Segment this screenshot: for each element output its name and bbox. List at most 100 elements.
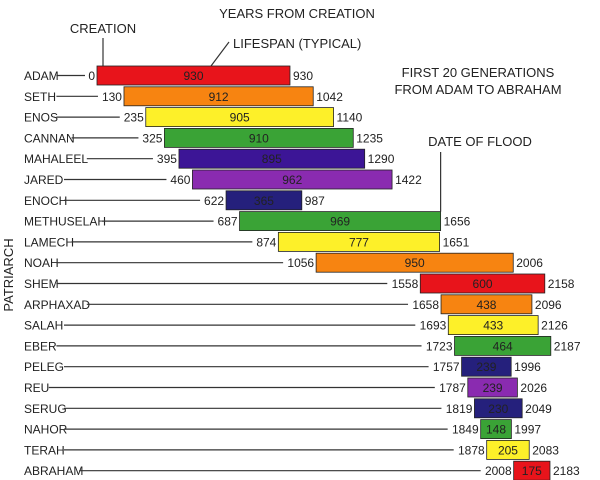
patriarch-label-jared: JARED xyxy=(24,173,64,187)
creation-label: CREATION xyxy=(70,21,136,36)
start-year-shem: 1558 xyxy=(392,277,419,291)
end-year-jared: 1422 xyxy=(395,173,422,187)
start-year-adam: 0 xyxy=(88,69,95,83)
bar-enos xyxy=(145,107,334,127)
bar-reu xyxy=(467,377,518,398)
end-year-shem: 2158 xyxy=(548,277,575,291)
bar-adam xyxy=(96,65,291,86)
end-year-reu: 2026 xyxy=(520,381,547,395)
lifespan-value-cannan: 910 xyxy=(249,131,269,145)
start-year-eber: 1723 xyxy=(426,339,453,353)
lifespan-value-nahor: 148 xyxy=(486,423,506,437)
end-year-arphaxad: 2096 xyxy=(535,298,562,312)
start-year-methuselah: 687 xyxy=(218,215,238,229)
bar-enoch xyxy=(225,190,303,211)
bar-peleg xyxy=(461,356,512,377)
end-year-salah: 2126 xyxy=(541,319,568,333)
patriarch-label-methuselah: METHUSELAH xyxy=(24,215,106,229)
start-year-jared: 460 xyxy=(170,173,190,187)
bar-cannan xyxy=(164,127,354,148)
start-year-mahaleel: 395 xyxy=(157,152,177,166)
bar-serug xyxy=(474,398,523,419)
patriarch-label-arphaxad: ARPHAXAD xyxy=(24,298,90,312)
patriarch-label-seth: SETH xyxy=(24,90,56,104)
end-year-enoch: 987 xyxy=(305,194,325,208)
patriarch-label-nahor: NAHOR xyxy=(24,423,68,437)
lifespan-pointer xyxy=(210,41,230,67)
lifespan-value-seth: 912 xyxy=(209,90,229,104)
patriarch-label-lamech: LAMECH xyxy=(24,235,74,249)
lifespan-value-enos: 905 xyxy=(230,111,250,125)
lifespan-value-salah: 433 xyxy=(483,319,503,333)
lifespan-value-adam: 930 xyxy=(183,69,203,83)
end-year-abraham: 2183 xyxy=(553,464,580,478)
patriarch-label-terah: TERAH xyxy=(24,443,65,457)
patriarch-label-abraham: ABRAHAM xyxy=(24,464,83,478)
lifespan-value-reu: 239 xyxy=(483,381,503,395)
start-year-cannan: 325 xyxy=(142,131,162,145)
patriarch-label-peleg: PELEG xyxy=(24,360,64,374)
lifespan-value-jared: 962 xyxy=(282,173,302,187)
patriarch-label-enos: ENOS xyxy=(24,111,58,125)
end-year-mahaleel: 1290 xyxy=(368,152,395,166)
start-year-seth: 130 xyxy=(102,90,122,104)
lifespan-value-abraham: 175 xyxy=(522,464,542,478)
y-axis-label: PATRIARCH xyxy=(1,238,16,311)
bar-salah xyxy=(447,315,539,336)
lifespan-label: LIFESPAN (TYPICAL) xyxy=(233,36,361,51)
patriarch-label-adam: ADAM xyxy=(24,69,59,83)
start-year-arphaxad: 1658 xyxy=(412,298,439,312)
bar-shem xyxy=(419,273,546,294)
bar-terah xyxy=(486,439,530,460)
end-year-serug: 2049 xyxy=(525,402,552,416)
start-year-serug: 1819 xyxy=(446,402,473,416)
lifespan-value-mahaleel: 895 xyxy=(262,152,282,166)
lifespan-value-peleg: 239 xyxy=(476,360,496,374)
end-year-methuselah: 1656 xyxy=(444,215,471,229)
start-year-abraham: 2008 xyxy=(485,464,512,478)
chart-title: YEARS FROM CREATION xyxy=(219,6,375,21)
patriarch-label-cannan: CANNAN xyxy=(24,131,75,145)
start-year-enoch: 622 xyxy=(204,194,224,208)
lifespan-value-lamech: 777 xyxy=(349,235,369,249)
patriarch-label-salah: SALAH xyxy=(24,319,63,333)
start-year-peleg: 1757 xyxy=(433,360,460,374)
patriarch-label-reu: REU xyxy=(24,381,49,395)
patriarch-label-serug: SERUG xyxy=(24,402,67,416)
end-year-terah: 2083 xyxy=(532,443,559,457)
lifespan-value-enoch: 365 xyxy=(254,194,274,208)
start-year-lamech: 874 xyxy=(256,235,276,249)
bar-arphaxad xyxy=(440,294,533,315)
flood-label: DATE OF FLOOD xyxy=(428,134,532,149)
patriarch-label-enoch: ENOCH xyxy=(24,194,67,208)
bar-noah xyxy=(315,252,514,273)
lifespan-value-arphaxad: 438 xyxy=(476,298,496,312)
bar-lamech xyxy=(277,231,440,252)
chart-marks: ADAM 0 930 930 SETH 130 912 1042 ENOS 235 905 1140 C… xyxy=(24,65,581,480)
start-year-salah: 1693 xyxy=(420,319,447,333)
end-year-nahor: 1997 xyxy=(514,423,541,437)
end-year-peleg: 1996 xyxy=(514,360,541,374)
lifespan-value-noah: 950 xyxy=(405,256,425,270)
subtitle-line-1: FIRST 20 GENERATIONS xyxy=(402,65,555,80)
start-year-nahor: 1849 xyxy=(452,423,479,437)
lifespan-value-eber: 464 xyxy=(493,339,513,353)
patriarch-label-shem: SHEM xyxy=(24,277,59,291)
bar-mahaleel xyxy=(178,148,366,169)
bar-eber xyxy=(454,335,552,356)
start-year-noah: 1056 xyxy=(287,256,314,270)
patriarch-label-noah: NOAH xyxy=(24,256,59,270)
end-year-eber: 2187 xyxy=(554,339,581,353)
end-year-enos: 1140 xyxy=(337,111,363,125)
bar-jared xyxy=(192,169,393,190)
end-year-cannan: 1235 xyxy=(356,131,383,145)
end-year-lamech: 1651 xyxy=(443,235,470,249)
bar-nahor xyxy=(480,419,512,440)
patriarch-label-mahaleel: MAHALEEL xyxy=(24,152,88,166)
patriarch-label-eber: EBER xyxy=(24,339,57,353)
end-year-seth: 1042 xyxy=(316,90,343,104)
lifespan-value-methuselah: 969 xyxy=(330,215,350,229)
end-year-adam: 930 xyxy=(293,69,313,83)
lifespan-value-serug: 230 xyxy=(488,402,508,416)
